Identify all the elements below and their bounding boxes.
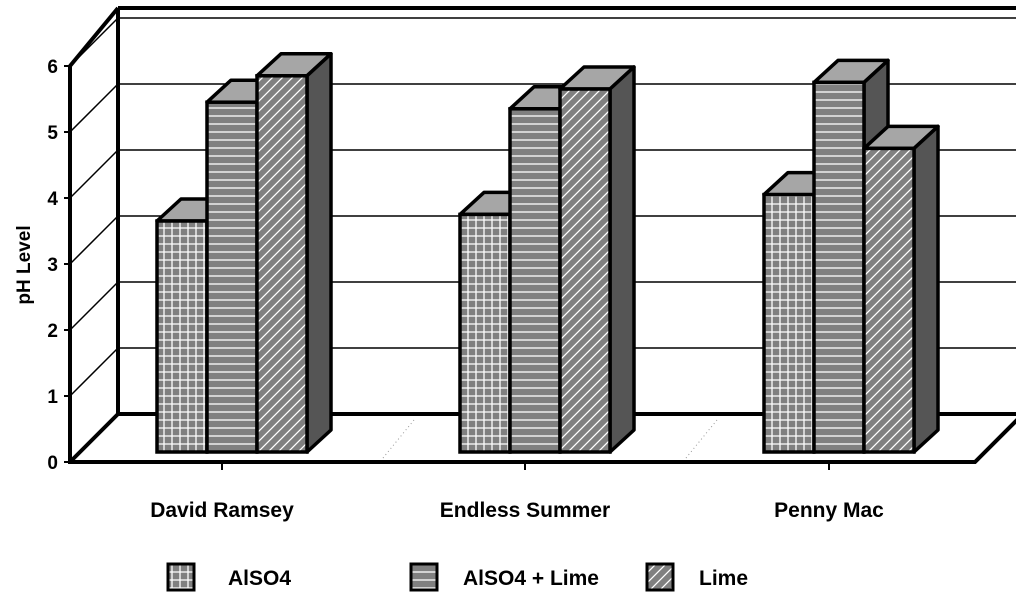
- y-axis-label: pH Level: [14, 225, 35, 304]
- gridline-side: [69, 281, 119, 331]
- gridline-side: [69, 83, 119, 133]
- floor-divider: [382, 419, 415, 459]
- bar-side: [608, 65, 636, 454]
- bar-side: [912, 124, 940, 454]
- y-tick-label: 1: [47, 387, 58, 408]
- floor-left-edge: [68, 412, 120, 464]
- legend-swatch: [645, 562, 675, 592]
- gridline-side: [69, 347, 119, 397]
- legend-label: AlSO4 + Lime: [463, 567, 599, 590]
- bar-face: [458, 212, 512, 454]
- floor-divider: [685, 419, 718, 459]
- bar-face: [558, 87, 612, 454]
- bar-face: [508, 107, 562, 454]
- y-tick-label: 5: [47, 123, 58, 144]
- bar-face: [155, 219, 209, 454]
- y-tick-label: 4: [47, 189, 58, 210]
- bar-face: [205, 100, 259, 454]
- bar-face: [812, 80, 866, 454]
- legend-label: AlSO4: [228, 567, 291, 590]
- bar-face: [762, 192, 816, 454]
- legend-label: Lime: [699, 567, 748, 590]
- y-tick-label: 6: [47, 57, 58, 78]
- bar-face: [255, 74, 309, 454]
- legend-swatch: [166, 562, 196, 592]
- legend-swatch: [409, 562, 439, 592]
- x-tick-label-penny-mac: Penny Mac: [774, 499, 884, 522]
- bar-penny-mac-lime: [862, 124, 940, 454]
- x-tick-label-endless-summer: Endless Summer: [440, 499, 610, 522]
- gridline-side: [69, 149, 119, 199]
- bar-side: [305, 52, 333, 454]
- bar-face: [862, 146, 916, 454]
- side-wall-top-edge: [68, 6, 120, 68]
- gridline-side: [69, 17, 119, 67]
- x-axis-ticks: David Ramsey Endless Summer Penny Mac: [150, 419, 884, 522]
- legend-item-also4-lime: AlSO4 + Lime: [409, 562, 599, 592]
- bar-david-ramsey-lime: [255, 52, 333, 454]
- y-tick-label: 2: [47, 321, 58, 342]
- legend: AlSO4 AlSO4 + Lime Lime: [166, 562, 748, 592]
- y-tick-label: 0: [47, 453, 58, 474]
- y-axis-ticks: 0 1 2 3 4 5 6: [47, 57, 70, 474]
- bar-endless-summer-lime: [558, 65, 636, 454]
- legend-item-lime: Lime: [645, 562, 748, 592]
- y-tick-label: 3: [47, 255, 58, 276]
- gridline-side: [69, 215, 119, 265]
- bars: [155, 52, 940, 454]
- legend-item-also4: AlSO4: [166, 562, 291, 592]
- x-tick-label-david-ramsey: David Ramsey: [150, 499, 294, 522]
